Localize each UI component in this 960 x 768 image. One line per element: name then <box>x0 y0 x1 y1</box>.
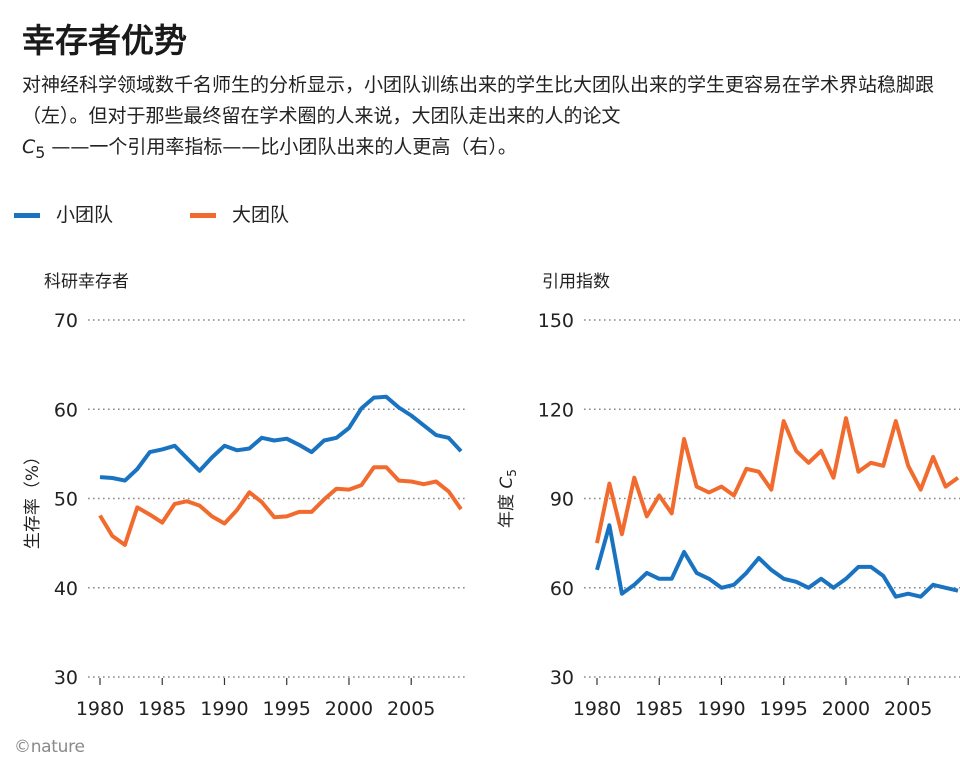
nature-credit: ©nature <box>14 737 85 757</box>
y-tick-label: 120 <box>538 399 574 421</box>
legend-swatch-small-team <box>14 213 40 218</box>
y-tick-label: 30 <box>54 667 78 689</box>
y-tick-label: 90 <box>550 489 574 511</box>
y-tick-label: 30 <box>550 667 574 689</box>
y-tick-label: 50 <box>54 489 78 511</box>
legend-item-large-team: 大团队 <box>190 200 289 227</box>
survival-chart: 科研幸存者 30 40 50 60 70 1980 1985 1990 1995 2000 2005 生… <box>23 272 466 720</box>
legend-label-small-team: 小团队 <box>56 204 114 226</box>
y-tick-label: 70 <box>54 310 78 332</box>
series-line-large-team <box>98 465 463 547</box>
x-tick-label: 1985 <box>635 698 683 720</box>
page-title: 幸存者优势 <box>22 21 187 60</box>
legend-swatch-large-team <box>190 213 216 218</box>
legend-label-large-team: 大团队 <box>232 204 290 226</box>
x-tick-label: 2000 <box>325 698 373 720</box>
y-axis-label-symbol: C <box>497 477 517 489</box>
x-tick-label: 1980 <box>573 698 621 720</box>
y-tick-label: 40 <box>54 578 78 600</box>
x-tick-label: 1995 <box>263 698 311 720</box>
y-axis-label-subscript: 5 <box>505 469 519 477</box>
x-tick-label: 1980 <box>76 698 124 720</box>
x-tick-label: 1985 <box>138 698 186 720</box>
x-tick-label: 1990 <box>200 698 248 720</box>
metric-symbol: C <box>22 136 36 158</box>
y-axis-label-prefix: 年度 <box>497 489 517 528</box>
y-axis-label: 生存率（%） <box>23 448 43 549</box>
series-line-large-team <box>595 416 960 544</box>
subtitle-tail: ——一个引用率指标——比小团队出来的人更高（右）。 <box>45 136 517 158</box>
chart-title: 引用指数 <box>542 272 610 292</box>
y-axis-label: 年度 C5 <box>497 469 519 528</box>
x-tick-label: 2000 <box>822 698 870 720</box>
y-tick-label: 150 <box>538 310 574 332</box>
citation-chart: 引用指数 30 60 90 120 150 1980 1985 1990 1995 2000 2005… <box>497 272 960 720</box>
metric-subscript: 5 <box>35 142 46 162</box>
subtitle: 对神经科学领域数千名师生的分析显示，小团队训练出来的学生比大团队出来的学生更容易… <box>22 70 947 168</box>
x-tick-label: 2005 <box>884 698 932 720</box>
chart-title: 科研幸存者 <box>44 272 129 292</box>
series-line-small-team <box>99 394 463 483</box>
subtitle-text: 对神经科学领域数千名师生的分析显示，小团队训练出来的学生比大团队出来的学生更容易… <box>22 74 935 127</box>
series-line-small-team <box>595 523 959 599</box>
x-tick-label: 1995 <box>760 698 808 720</box>
y-tick-label: 60 <box>550 578 574 600</box>
x-tick-label: 2005 <box>387 698 435 720</box>
x-tick-label: 1990 <box>697 698 745 720</box>
legend-item-small-team: 小团队 <box>14 200 113 227</box>
y-tick-label: 60 <box>54 399 78 421</box>
